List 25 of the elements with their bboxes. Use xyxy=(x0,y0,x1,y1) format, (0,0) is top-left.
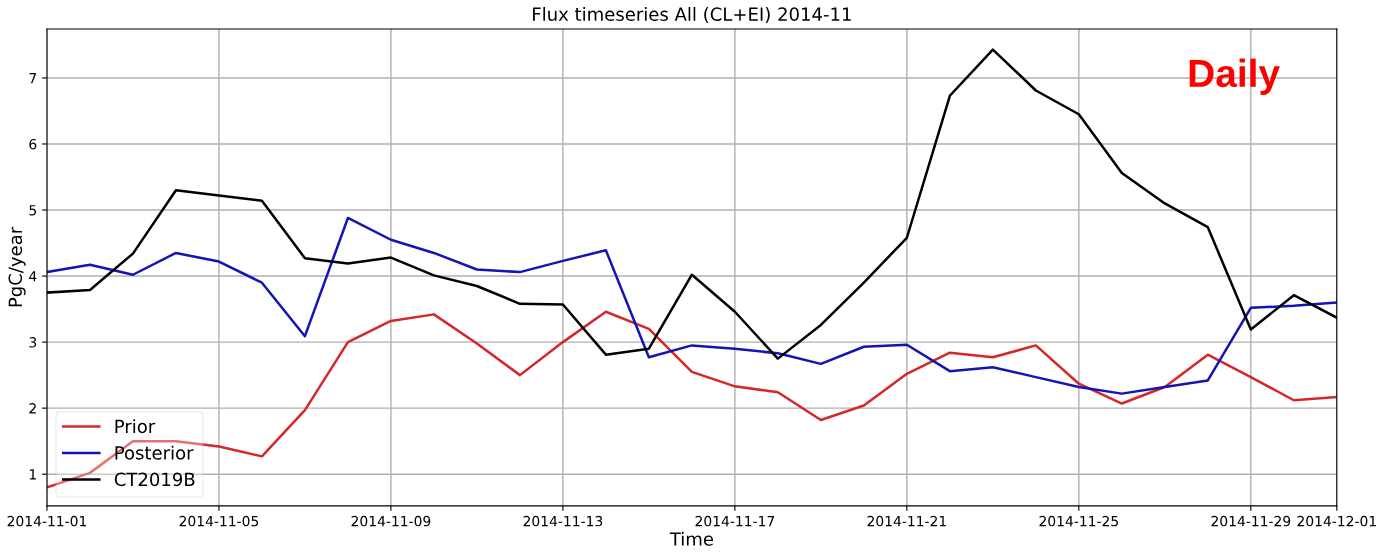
x-tick-label: 2014-11-09 xyxy=(351,515,431,527)
x-axis-title: Time xyxy=(669,531,714,546)
x-tick-label: 2014-11-29 xyxy=(1211,515,1291,527)
x-tick-label: 2014-11-01 xyxy=(7,515,87,527)
x-tick-label: 2014-11-21 xyxy=(867,515,946,527)
y-tick-label: 5 xyxy=(29,205,37,216)
x-tick-label: 2014-11-17 xyxy=(695,515,775,527)
chart-title: Flux timeseries All (CL+EI) 2014-11 xyxy=(533,7,851,24)
legend-label: Prior xyxy=(115,419,156,434)
legend-label: Posterior xyxy=(115,445,194,460)
x-tick-label: 2014-11-25 xyxy=(1039,515,1118,527)
y-tick-label: 6 xyxy=(29,138,37,150)
legend-label: CT2019B xyxy=(114,472,195,487)
line-series xyxy=(46,216,1337,395)
line-series xyxy=(46,310,1337,489)
x-tick-label: 2014-11-05 xyxy=(179,515,259,527)
x-tick-label: 2014-12-01 xyxy=(1297,515,1376,527)
x-tick-label: 2014-11-13 xyxy=(523,515,603,527)
y-tick-label: 2 xyxy=(29,403,36,414)
y-tick-label: 4 xyxy=(29,271,37,282)
y-tick-label: 3 xyxy=(29,337,37,348)
y-tick-label: 1 xyxy=(29,469,36,480)
annotation: Daily xyxy=(1189,58,1280,95)
y-tick-label: 7 xyxy=(29,73,37,84)
y-axis-title: PgC/year xyxy=(8,226,26,307)
